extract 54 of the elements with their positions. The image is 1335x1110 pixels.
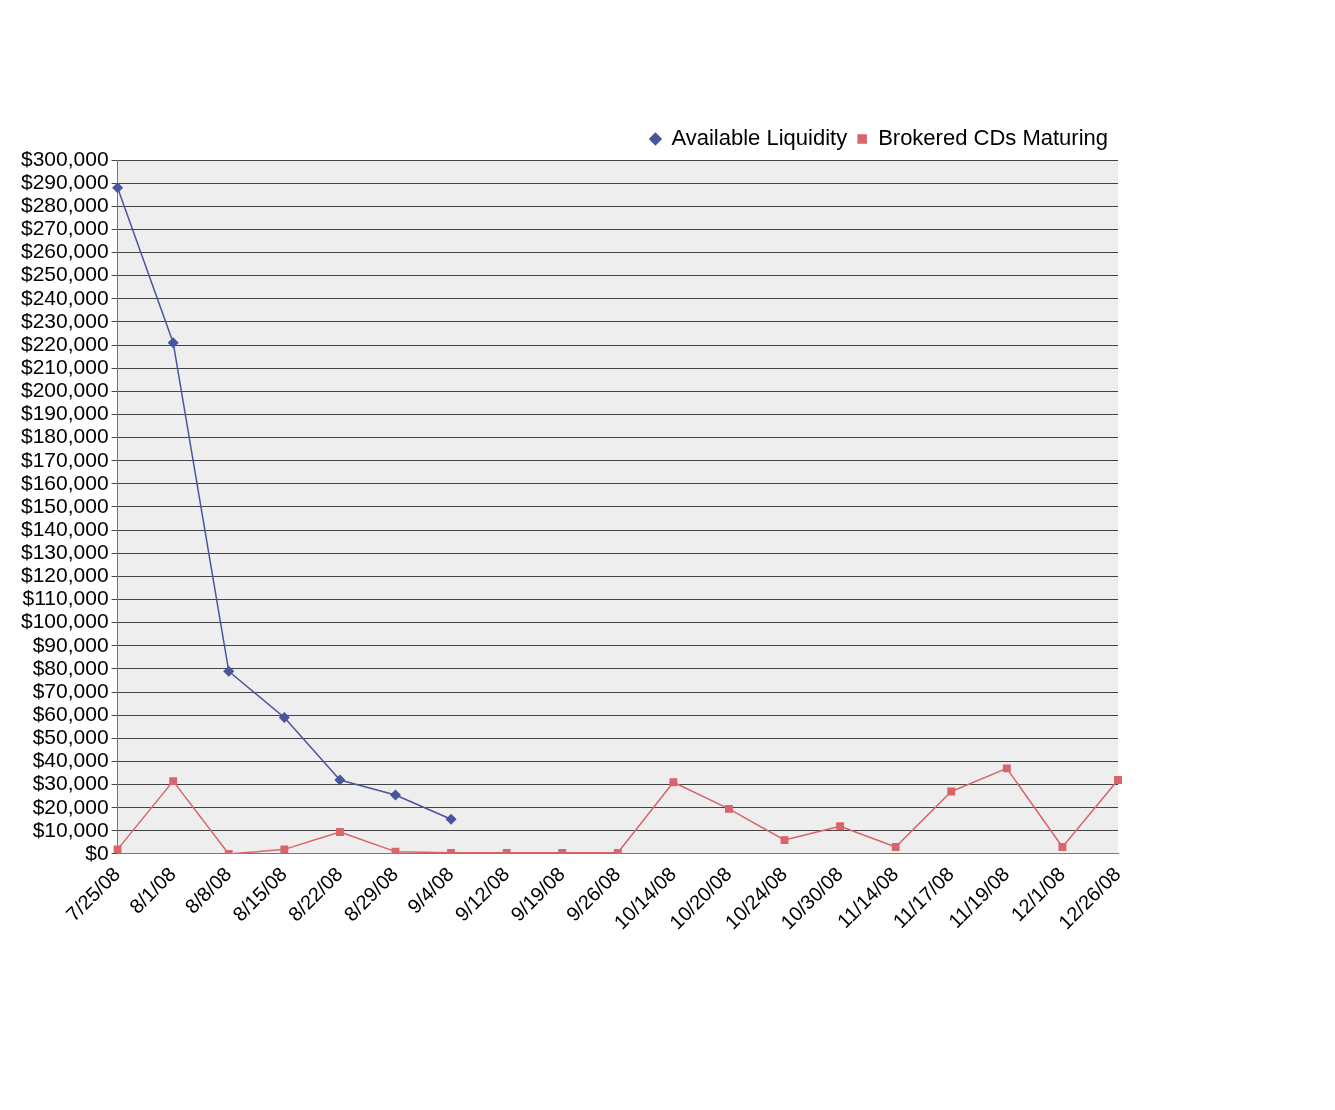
y-tick-label: $230,000 xyxy=(21,308,109,332)
y-tick-label: $180,000 xyxy=(21,424,109,448)
y-tick-label: $20,000 xyxy=(32,794,109,818)
y-tick-label: $250,000 xyxy=(21,262,109,286)
y-tick-label: $290,000 xyxy=(21,169,109,193)
y-tick-label: $280,000 xyxy=(21,193,109,217)
y-tick-label: $10,000 xyxy=(32,817,109,841)
y-tick-label: $260,000 xyxy=(21,239,109,263)
point xyxy=(445,814,457,825)
point xyxy=(1002,764,1011,773)
point xyxy=(112,182,123,194)
y-tick-label: $90,000 xyxy=(32,632,109,656)
y-tick-label: $190,000 xyxy=(21,401,109,425)
point xyxy=(280,845,289,854)
y-tick-label: $300,000 xyxy=(21,146,109,170)
point xyxy=(223,665,234,677)
y-tick-label: $100,000 xyxy=(21,609,109,633)
point xyxy=(334,774,346,786)
y-tick-label: $70,000 xyxy=(32,678,109,702)
point xyxy=(167,337,179,348)
point xyxy=(335,828,344,836)
point xyxy=(891,843,900,851)
y-tick-label: $0 xyxy=(85,840,109,864)
point xyxy=(669,778,678,787)
point xyxy=(447,848,455,854)
point xyxy=(780,836,789,845)
point xyxy=(947,787,956,796)
y-tick-label: $30,000 xyxy=(32,771,109,795)
point xyxy=(836,822,845,831)
y-tick-label: $150,000 xyxy=(21,493,109,517)
y-tick-label: $220,000 xyxy=(21,331,109,355)
point xyxy=(1058,843,1067,851)
point xyxy=(169,777,178,786)
y-tick-label: $120,000 xyxy=(21,563,109,587)
y-tick-label: $160,000 xyxy=(21,470,109,494)
y-tick-label: $110,000 xyxy=(22,586,109,610)
y-tick-label: $270,000 xyxy=(21,216,109,240)
y-tick-label: $130,000 xyxy=(21,540,109,564)
point xyxy=(1114,776,1122,784)
y-tick-label: $50,000 xyxy=(32,725,109,749)
y-tick-label: $80,000 xyxy=(32,655,109,679)
point xyxy=(113,845,122,854)
y-tick-label: $40,000 xyxy=(32,748,109,772)
legend-label: Available Liquidity xyxy=(671,125,848,151)
y-tick-label: $210,000 xyxy=(21,354,109,378)
point xyxy=(390,789,401,801)
y-tick-label: $60,000 xyxy=(32,701,109,725)
point xyxy=(279,712,290,723)
y-tick-label: $240,000 xyxy=(21,285,109,309)
y-tick-label: $140,000 xyxy=(21,516,109,540)
legend-label: Brokered CDs Maturing xyxy=(878,125,1109,151)
point xyxy=(725,804,733,813)
y-tick-label: $170,000 xyxy=(21,447,109,471)
y-tick-label: $200,000 xyxy=(21,378,109,402)
